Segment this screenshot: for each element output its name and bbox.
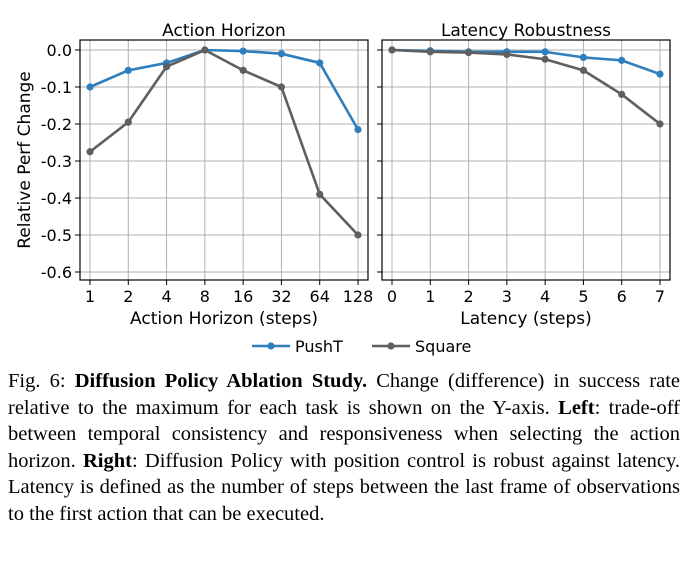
- data-point-square: [464, 48, 473, 57]
- y-tick-label: -0.5: [41, 226, 72, 245]
- data-point-pusht: [86, 83, 94, 91]
- y-tick-label: 0.0: [47, 41, 72, 60]
- series-line-square: [89, 48, 359, 236]
- x-tick-label: 2: [463, 287, 473, 306]
- legend: PushT Square: [252, 337, 471, 356]
- y-tick-label: -0.3: [41, 152, 72, 171]
- data-point-pusht: [124, 66, 132, 74]
- data-point-pusht: [277, 50, 286, 58]
- x-axis-label: Action Horizon (steps): [130, 309, 318, 329]
- data-point-square: [426, 48, 434, 56]
- data-point-pusht: [618, 56, 626, 64]
- x-tick-label: 5: [578, 287, 588, 306]
- data-point-square: [618, 90, 626, 98]
- caption-left-label: Left: [558, 396, 595, 419]
- data-point-square: [316, 190, 324, 198]
- caption-right-label: Right: [83, 449, 132, 472]
- x-tick-label: 1: [85, 287, 95, 306]
- data-point-square: [354, 231, 362, 239]
- caption-text: Change (difference) in success rate rela…: [8, 370, 681, 419]
- y-tick-label: -0.2: [41, 115, 72, 134]
- legend-marker-square: [387, 342, 395, 350]
- data-point-pusht: [656, 70, 664, 78]
- chart-title: Latency Robustness: [441, 21, 611, 41]
- data-point-square: [541, 55, 549, 63]
- data-point-pusht: [316, 59, 324, 67]
- data-point-square: [503, 50, 511, 59]
- chart-title: Action Horizon: [162, 21, 286, 41]
- legend-marker-pusht: [267, 342, 275, 350]
- x-tick-label: 0: [387, 287, 397, 306]
- x-tick-label: 1: [425, 287, 435, 306]
- ablation-figure: Action Horizon Action Horizon (steps) Re…: [15, 21, 671, 356]
- x-tick-label: 2: [123, 287, 133, 306]
- caption-text: : Diffusion Policy with position control…: [8, 449, 681, 525]
- plot-frame: [381, 39, 671, 281]
- y-tick-label: -0.4: [41, 189, 72, 208]
- data-point-square: [201, 46, 209, 54]
- series-line-square: [391, 48, 661, 126]
- y-tick-label: -0.1: [41, 78, 72, 97]
- latency-robustness-panel: Latency Robustness Latency (steps) 0 1 2 3 4…: [377, 21, 671, 329]
- data-point-square: [162, 63, 171, 71]
- data-point-square: [388, 46, 396, 54]
- legend-label-square: Square: [415, 337, 471, 356]
- x-tick-label: 64: [310, 287, 330, 306]
- data-point-pusht: [541, 48, 549, 56]
- data-point-pusht: [354, 125, 362, 134]
- plot-frame: [79, 39, 369, 281]
- x-tick-label: 4: [540, 287, 550, 306]
- caption-text: : trade-off between temporal consistency…: [8, 396, 680, 472]
- x-tick-label: 4: [161, 287, 171, 306]
- data-point-pusht: [579, 53, 588, 62]
- data-point-square: [277, 83, 286, 91]
- x-tick-label: 6: [617, 287, 627, 306]
- x-tick-label: 7: [655, 287, 665, 306]
- x-tick-label: 3: [502, 287, 512, 306]
- x-tick-label: 128: [343, 287, 374, 306]
- caption-label: Fig. 6:: [8, 370, 66, 392]
- data-point-square: [656, 120, 664, 128]
- action-horizon-panel: Action Horizon Action Horizon (steps) Re…: [15, 21, 373, 329]
- data-point-square: [579, 66, 588, 74]
- x-tick-label: 16: [233, 287, 253, 306]
- y-axis-label: Relative Perf Change: [15, 71, 35, 249]
- series-line-pusht: [89, 48, 360, 131]
- x-tick-label: 8: [200, 287, 210, 306]
- y-tick-label: -0.6: [41, 263, 72, 282]
- data-point-pusht: [239, 47, 247, 55]
- legend-label-pusht: PushT: [295, 337, 343, 356]
- figure-caption: Fig. 6: Diffusion Policy Ablation Study.…: [8, 368, 680, 527]
- caption-title: Diffusion Policy Ablation Study.: [74, 370, 368, 392]
- data-point-square: [124, 118, 132, 126]
- data-point-square: [86, 148, 94, 156]
- x-tick-label: 32: [271, 287, 291, 306]
- x-axis-label: Latency (steps): [460, 309, 592, 329]
- data-point-square: [239, 66, 247, 74]
